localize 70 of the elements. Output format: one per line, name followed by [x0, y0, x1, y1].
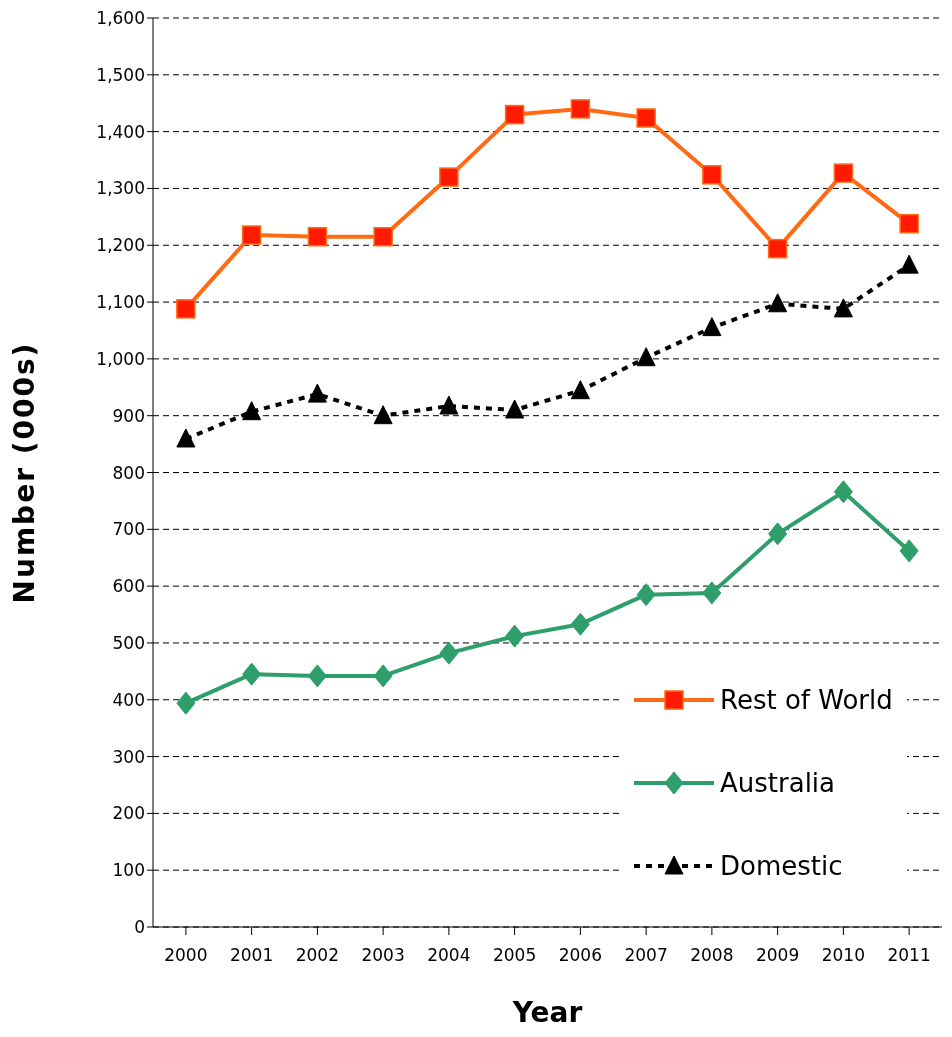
x-tick-label: 2004	[427, 945, 471, 966]
y-tick-label: 600	[112, 576, 145, 597]
point	[833, 163, 854, 183]
y-tick-label: 700	[112, 519, 145, 540]
point	[373, 405, 393, 425]
point	[242, 401, 262, 421]
x-tick-label: 2000	[164, 945, 208, 966]
point	[636, 108, 656, 128]
y-tick-label: 200	[112, 803, 145, 824]
point	[242, 662, 262, 686]
point	[768, 522, 788, 546]
point	[505, 399, 525, 419]
y-axis-title: Number (000s)	[7, 341, 41, 604]
y-tick-label: 1,100	[96, 292, 145, 313]
y-tick-label: 1,500	[96, 64, 145, 85]
point	[307, 383, 327, 403]
point	[439, 167, 459, 187]
y-tick-label: 1,400	[96, 121, 145, 142]
x-tick-label: 2005	[492, 945, 537, 966]
point	[899, 254, 919, 274]
point	[176, 691, 196, 715]
point	[768, 293, 788, 313]
legend-label: Rest of World	[720, 684, 893, 715]
point	[833, 480, 853, 504]
legend-label: Australia	[720, 767, 836, 798]
point	[505, 624, 525, 648]
point	[899, 539, 919, 563]
y-tick-label: 0	[134, 917, 145, 938]
point	[702, 581, 722, 605]
y-tick-label: 300	[112, 746, 145, 767]
x-tick-label: 2010	[821, 945, 866, 966]
y-tick-label: 100	[112, 860, 145, 881]
point	[570, 612, 590, 636]
point	[833, 298, 853, 318]
y-tick-label: 1,200	[96, 235, 145, 256]
point	[373, 226, 393, 247]
point	[767, 238, 788, 259]
y-tick-label: 900	[112, 405, 145, 426]
point	[636, 347, 656, 367]
point	[504, 104, 525, 125]
y-tick-label: 500	[112, 632, 145, 653]
y-tick-label: 1,600	[96, 8, 145, 29]
point	[241, 225, 262, 245]
point	[636, 583, 656, 607]
x-tick-label: 2003	[361, 945, 405, 966]
x-tick-label: 2002	[295, 945, 340, 966]
legend-label: Domestic	[720, 850, 843, 881]
point	[439, 641, 459, 665]
point	[439, 395, 459, 415]
x-axis-title: Year	[511, 996, 583, 1029]
point	[702, 317, 722, 337]
y-tick-label: 1,000	[96, 348, 145, 369]
x-tick-label: 2001	[229, 945, 274, 966]
point	[176, 428, 196, 448]
x-tick-label: 2011	[887, 945, 931, 966]
point	[570, 99, 591, 119]
y-tick-label: 400	[112, 689, 145, 710]
point	[570, 380, 590, 400]
x-tick-label: 2009	[755, 945, 800, 966]
point	[702, 165, 722, 185]
y-tick-label: 1,300	[96, 178, 145, 199]
point	[899, 213, 919, 234]
x-tick-label: 2007	[624, 945, 668, 966]
x-tick-label: 2006	[558, 945, 603, 966]
point	[373, 664, 393, 688]
x-tick-label: 2008	[690, 945, 734, 966]
point	[176, 299, 196, 319]
point	[307, 664, 327, 688]
point	[307, 226, 328, 247]
y-tick-label: 800	[112, 462, 145, 483]
